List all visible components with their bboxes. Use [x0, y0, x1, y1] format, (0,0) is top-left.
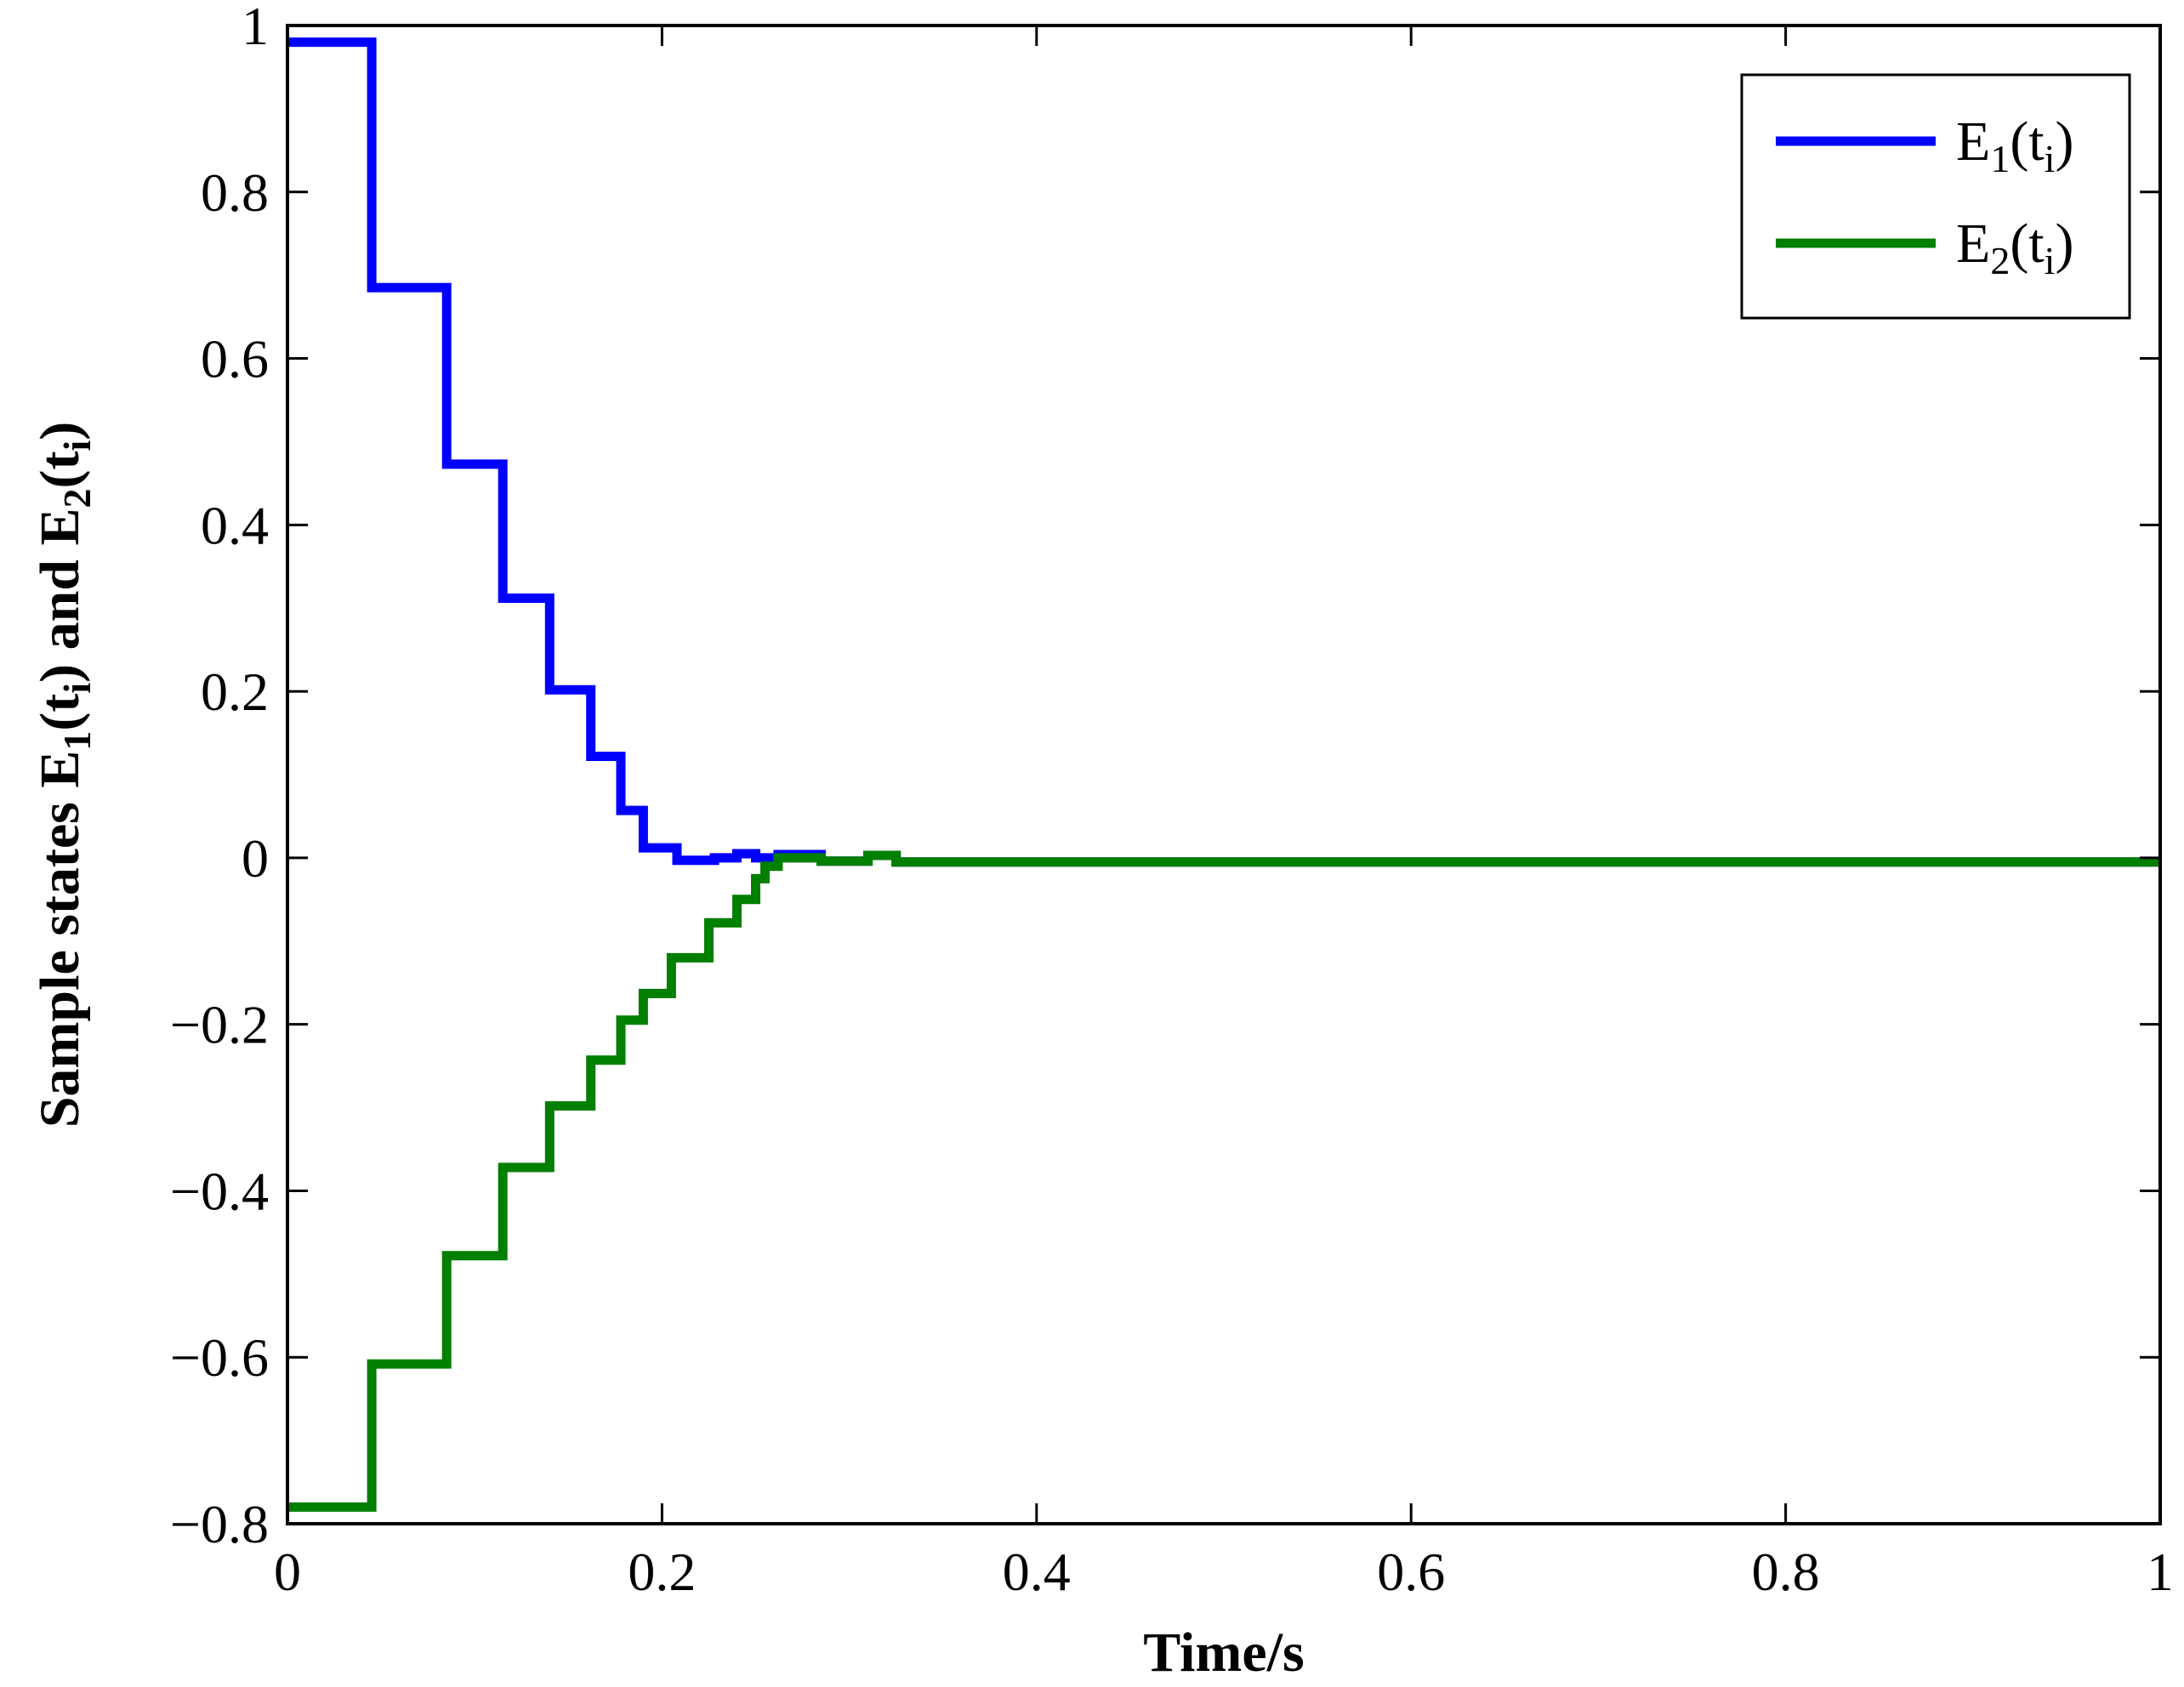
- y-axis-title-subscript: i: [55, 683, 99, 694]
- legend-label-part: i: [2045, 239, 2056, 282]
- legend-label-part: i: [2045, 137, 2056, 180]
- x-axis-title: Time/s: [1143, 1622, 1304, 1684]
- series-line-2: [287, 850, 2160, 1512]
- x-tick-label: 0.4: [1003, 1542, 1071, 1602]
- ticks-layer: [286, 24, 2162, 1525]
- x-tick-label: 0: [274, 1542, 301, 1602]
- x-tick-label: 1: [2147, 1542, 2174, 1602]
- legend: E1(ti)E2(ti): [1740, 73, 2131, 320]
- y-axis-title-subscript: 1: [55, 731, 99, 751]
- y-tick-label: −0.2: [170, 995, 269, 1055]
- y-tick-label: −0.8: [170, 1494, 269, 1554]
- legend-label-part: 2: [1990, 239, 2010, 282]
- legend-label-2: E2(ti): [1956, 213, 2073, 282]
- y-tick-label: −0.4: [170, 1161, 269, 1221]
- y-tick-label: 0: [242, 828, 269, 889]
- x-tick-label: 0.6: [1377, 1542, 1445, 1602]
- series-layer: [287, 37, 2160, 1512]
- y-axis-title-subscript: 2: [55, 488, 99, 508]
- y-tick-label: 0.6: [201, 329, 269, 389]
- y-axis-title: Sample states E1(ti) and E2(ti): [29, 422, 99, 1128]
- plot-frame: [286, 24, 2162, 1525]
- y-axis-title-part: (t: [29, 694, 91, 731]
- x-tick-label: 0.2: [628, 1542, 696, 1602]
- labels-layer: 0 0.2 0.4 0.6 0.8 1 −0.8 −0.6 −0.4 −0.2 0 0.2 0.4 0.6…: [170, 0, 2174, 1602]
- legend-label-part: E: [1956, 213, 1990, 275]
- x-tick-label: 0.8: [1752, 1542, 1820, 1602]
- legend-label-1: E1(ti): [1956, 111, 2073, 180]
- y-tick-label: −0.6: [170, 1327, 269, 1388]
- legend-label-part: ): [2055, 111, 2073, 173]
- y-axis-title-subscript: i: [55, 440, 99, 451]
- y-tick-label: 0.4: [201, 495, 269, 555]
- y-axis-title-part: Sample states E: [29, 751, 91, 1128]
- legend-label-part: ): [2055, 213, 2073, 275]
- y-axis-title-part: (t: [29, 451, 91, 488]
- legend-label-part: (t: [2010, 111, 2044, 173]
- y-tick-label: 1: [242, 0, 269, 56]
- legend-box: [1740, 73, 2131, 320]
- legend-label-part: (t: [2010, 213, 2044, 275]
- legend-label-part: E: [1956, 111, 1990, 173]
- y-tick-label: 0.2: [201, 662, 269, 722]
- legend-label-part: 1: [1990, 137, 2010, 180]
- y-axis-title-part: ): [29, 422, 91, 440]
- y-axis-title-part: ) and E: [29, 508, 91, 682]
- y-tick-label: 0.8: [201, 162, 269, 223]
